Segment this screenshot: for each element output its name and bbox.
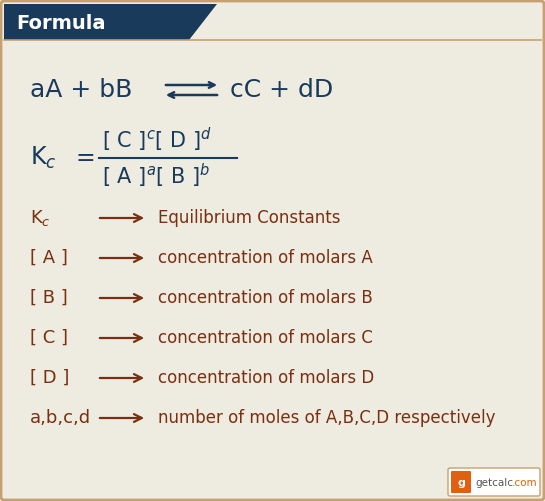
Text: a,b,c,d: a,b,c,d — [30, 409, 91, 427]
Text: number of moles of A,B,C,D respectively: number of moles of A,B,C,D respectively — [158, 409, 495, 427]
Text: Formula: Formula — [16, 14, 106, 33]
Text: .com: .com — [512, 478, 537, 488]
Text: concentration of molars D: concentration of molars D — [158, 369, 374, 387]
Text: [ A ]: [ A ] — [30, 249, 68, 267]
Text: aA + bB: aA + bB — [30, 78, 132, 102]
Text: concentration of molars A: concentration of molars A — [158, 249, 373, 267]
Text: concentration of molars B: concentration of molars B — [158, 289, 373, 307]
Text: [ C ]: [ C ] — [30, 329, 68, 347]
Text: Equilibrium Constants: Equilibrium Constants — [158, 209, 341, 227]
Text: [ B ]: [ B ] — [30, 289, 68, 307]
Text: =: = — [75, 146, 95, 170]
Text: [ A ]$^a$[ B ]$^b$: [ A ]$^a$[ B ]$^b$ — [102, 162, 210, 190]
Text: K$_c$: K$_c$ — [30, 145, 57, 171]
FancyBboxPatch shape — [451, 471, 471, 493]
FancyBboxPatch shape — [448, 468, 540, 496]
Text: K$_c$: K$_c$ — [30, 208, 51, 228]
Text: concentration of molars C: concentration of molars C — [158, 329, 373, 347]
Text: [ D ]: [ D ] — [30, 369, 69, 387]
Text: [ C ]$^c$[ D ]$^d$: [ C ]$^c$[ D ]$^d$ — [102, 126, 212, 154]
FancyBboxPatch shape — [4, 4, 189, 40]
Text: cC + dD: cC + dD — [230, 78, 333, 102]
Polygon shape — [189, 4, 217, 40]
Text: g: g — [457, 478, 465, 488]
Text: getcalc: getcalc — [475, 478, 513, 488]
